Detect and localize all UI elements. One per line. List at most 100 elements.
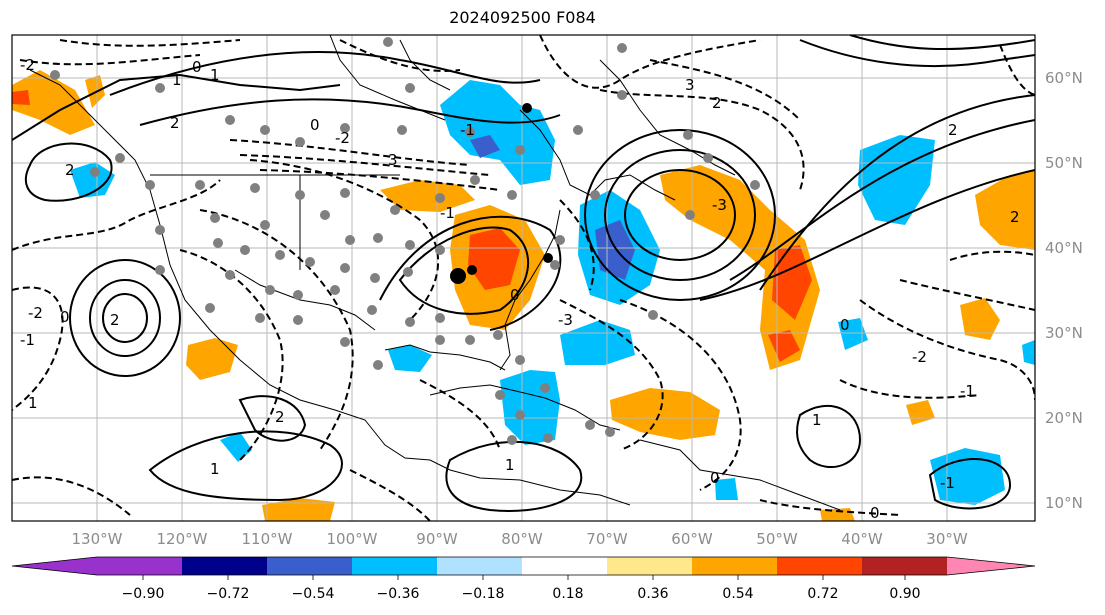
contour-label: -2: [20, 56, 35, 74]
contour-label: 1: [812, 411, 822, 429]
pos-anomaly-east-pacific-south: [262, 498, 335, 521]
contour-label: -3: [558, 311, 573, 329]
plot-title: 2024092500 F084: [449, 8, 596, 27]
pos-anomaly-great-lakes: [380, 180, 475, 212]
colorbar-tick: −0.72: [207, 586, 250, 602]
pos-anomaly-east-atlantic: [975, 170, 1035, 250]
colorbar-swatch: [182, 557, 267, 575]
contour-label: 1: [210, 66, 220, 84]
lat-label: 30°N: [1045, 324, 1083, 342]
longitude-labels: 130°W 120°W 110°W 100°W 90°W 80°W 70°W 6…: [72, 530, 968, 548]
contour-label: 0: [60, 308, 70, 326]
contour-labels: -2 0 1 2 3 -1 2 0 -2 1 2 -3 3 2 -1 -2 1 …: [20, 56, 1020, 522]
lon-label: 110°W: [242, 530, 293, 548]
neg-anomaly-gulf: [388, 345, 432, 372]
neg-anomaly-caribbean: [500, 370, 560, 445]
neg-anomaly-bahamas: [560, 320, 635, 365]
lon-label: 40°W: [841, 530, 883, 548]
neg-anomaly-nw-atlantic-core: [595, 220, 635, 280]
highlighted-stations: [450, 103, 553, 284]
colorbar-tick: −0.54: [292, 586, 335, 602]
colorbar-swatch: [267, 557, 352, 575]
colorbar-swatch: [777, 557, 862, 575]
pos-anomaly-southeast-core: [468, 228, 520, 290]
contour-label: 2: [65, 161, 75, 179]
pos-anomaly-mexico-pacific: [186, 338, 238, 380]
lon-label: 80°W: [501, 530, 543, 548]
colorbar-low-extension: [12, 557, 97, 575]
colorbar-outline: [11, 556, 1036, 576]
pos-anomaly-central-atlantic: [660, 165, 820, 370]
positive-contours: [12, 35, 1035, 512]
colorbar-tick: 0.90: [889, 586, 920, 602]
contour-label: 0: [510, 286, 520, 304]
neg-anomaly-north-atlantic: [858, 135, 935, 225]
contour-label: -1: [440, 204, 455, 222]
colorbar: −0.90 −0.72 −0.54 −0.36 −0.18 0.18 0.36 …: [11, 556, 1036, 602]
lat-label: 20°N: [1045, 409, 1083, 427]
contour-label: -1: [20, 331, 35, 349]
pos-anomaly-south-east: [906, 400, 935, 425]
neg-anomaly-south-small: [715, 478, 738, 500]
contour-label: 0: [870, 504, 880, 522]
colorbar-swatch: [437, 557, 522, 575]
anomaly-shading: [12, 70, 1035, 521]
contour-label: 2: [948, 121, 958, 139]
contour-label: 1: [28, 394, 38, 412]
colorbar-ticks: −0.90 −0.72 −0.54 −0.36 −0.18 0.18 0.36 …: [122, 586, 921, 602]
neg-anomaly-pacific: [70, 162, 115, 198]
contour-label: 1: [505, 456, 515, 474]
pos-anomaly-west-coast: [12, 70, 95, 135]
neg-anomaly-canada-core: [470, 135, 500, 158]
colorbar-tick: 0.18: [552, 586, 583, 602]
station-markers: [50, 37, 760, 445]
contour-label: 2: [712, 94, 722, 112]
colorbar-swatch: [862, 557, 947, 575]
colorbar-tick: 0.36: [637, 586, 668, 602]
colorbar-swatch: [352, 557, 437, 575]
colorbar-swatch: [522, 557, 607, 575]
latitude-labels: 60°N 50°N 40°N 30°N 20°N 10°N: [1045, 69, 1083, 512]
map-frame: [11, 34, 1036, 522]
contour-label: 0: [710, 469, 720, 487]
colorbar-swatch: [607, 557, 692, 575]
pos-anomaly-caribbean-east: [610, 388, 720, 440]
coastlines: [29, 35, 841, 511]
neg-anomaly-east-small: [838, 318, 868, 350]
contour-label: -1: [460, 121, 475, 139]
contour-label: -2: [912, 348, 927, 366]
contour-label: -3: [712, 196, 727, 214]
lat-label: 60°N: [1045, 69, 1083, 87]
lon-label: 90°W: [416, 530, 458, 548]
colorbar-tick: 0.54: [722, 586, 753, 602]
contour-label: 0: [310, 116, 320, 134]
colorbar-tick: −0.90: [122, 586, 165, 602]
lon-label: 100°W: [327, 530, 378, 548]
pos-anomaly-west-coast-core: [12, 90, 30, 105]
neg-anomaly-south-atlantic: [930, 448, 1005, 505]
contour-label: 2: [170, 114, 180, 132]
contour-label: 2: [110, 311, 120, 329]
colorbar-tick: 0.72: [807, 586, 838, 602]
contour-label: -1: [960, 382, 975, 400]
lon-label: 70°W: [586, 530, 628, 548]
contour-label: 3: [685, 76, 695, 94]
neg-anomaly-east-coast-small: [1022, 340, 1035, 365]
contour-label: 1: [210, 460, 220, 478]
colorbar-swatch: [97, 557, 182, 575]
neg-anomaly-canada: [440, 80, 555, 185]
colorbar-tick: −0.36: [377, 586, 420, 602]
contour-label: -2: [28, 304, 43, 322]
contour-label: 1: [172, 71, 182, 89]
lon-label: 60°W: [671, 530, 713, 548]
lon-label: 130°W: [72, 530, 123, 548]
contour-label: 0: [192, 58, 202, 76]
colorbar-tick: −0.18: [462, 586, 505, 602]
contour-label: 2: [275, 408, 285, 426]
negative-contours: [12, 35, 1035, 521]
colorbar-high-extension: [947, 557, 1035, 575]
lat-label: 10°N: [1045, 494, 1083, 512]
lat-label: 50°N: [1045, 154, 1083, 172]
colorbar-swatch: [692, 557, 777, 575]
